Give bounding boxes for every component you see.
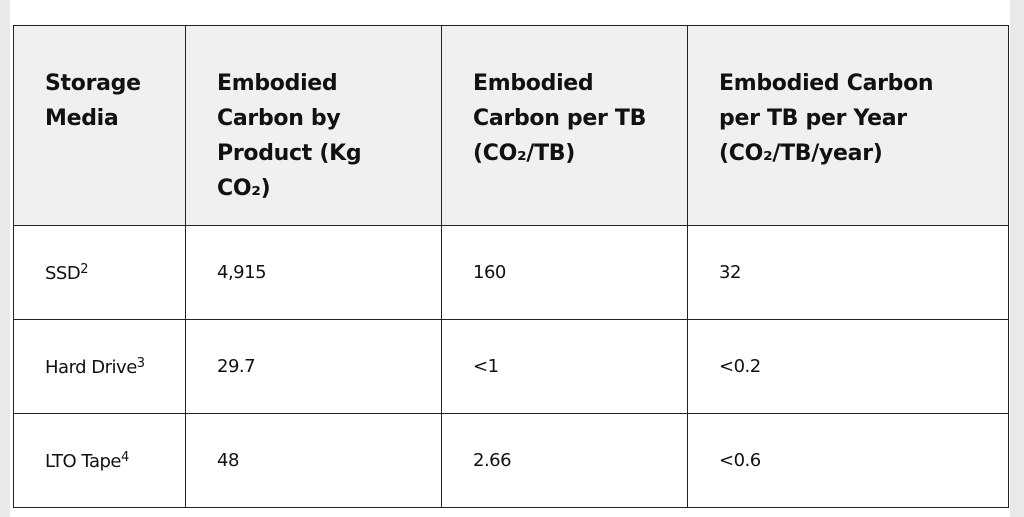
footnote-ref: 2 (80, 261, 88, 277)
value-cell: 32 (687, 225, 1009, 320)
media-name: SSD (45, 262, 81, 284)
header-cell: Embodied Carbon per TB per Year (CO₂/TB/… (687, 25, 1009, 226)
value-cell: <0.6 (687, 413, 1009, 508)
content: Storage Media Embodied Carbon by Product … (10, 0, 1010, 517)
table-body: SSD2 4,915 160 32 Hard Drive3 29.7 <1 <0.2 LTO T… (13, 225, 1009, 508)
header-row: Storage Media Embodied Carbon by Product … (13, 25, 1009, 226)
footnote-ref: 3 (136, 355, 145, 371)
table-row: LTO Tape4 48 2.66 <0.6 (13, 413, 1009, 508)
value-cell: 2.66 (441, 413, 688, 508)
table-row: Hard Drive3 29.7 <1 <0.2 (13, 319, 1009, 414)
media-name: Hard Drive (45, 356, 137, 378)
value-cell: <0.2 (687, 319, 1009, 414)
value-cell: 4,915 (185, 225, 442, 320)
row-label: Hard Drive3 (13, 319, 186, 414)
header-cell: Embodied Carbon per TB (CO₂/TB) (441, 25, 688, 226)
media-name: LTO Tape (45, 450, 121, 472)
header-cell: Storage Media (13, 25, 186, 226)
row-label: LTO Tape4 (13, 413, 186, 508)
footnote-ref: 4 (120, 449, 129, 465)
storage-table: Storage Media Embodied Carbon by Product … (13, 25, 1009, 508)
table-row: SSD2 4,915 160 32 (13, 225, 1009, 320)
value-cell: 29.7 (185, 319, 442, 414)
value-cell: 48 (185, 413, 442, 508)
row-label: SSD2 (13, 225, 186, 320)
header-cell: Embodied Carbon by Product (Kg CO₂) (185, 25, 442, 226)
value-cell: <1 (441, 319, 688, 414)
value-cell: 160 (441, 225, 688, 320)
